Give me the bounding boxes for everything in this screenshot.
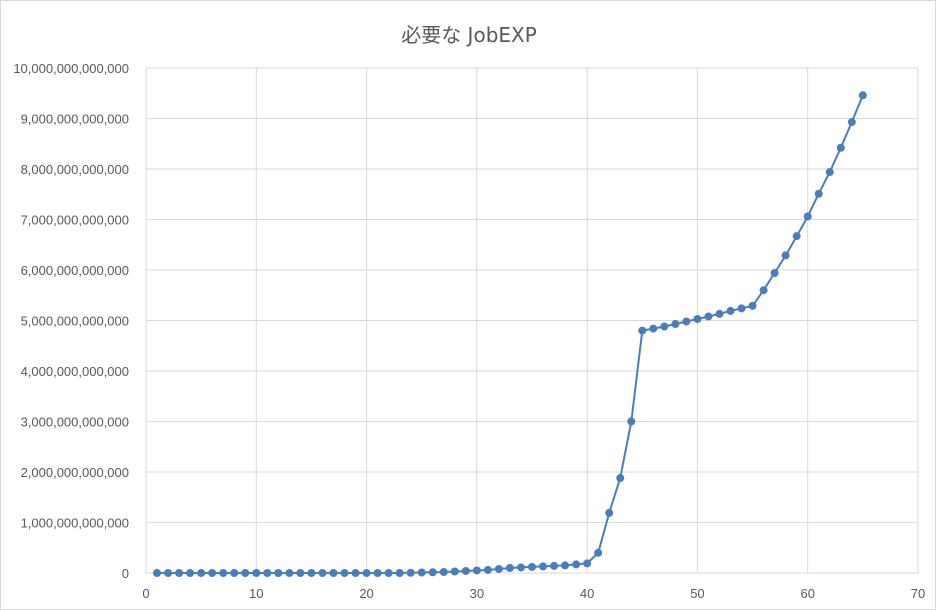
data-point [329,569,338,577]
y-tick-label: 2,000,000,000,000 [21,465,129,480]
data-point [616,474,625,483]
chart-title: 必要な JobEXP [401,23,537,47]
data-point [583,559,592,568]
data-point [274,569,283,577]
data-point [594,548,603,557]
y-tick-label: 0 [122,566,129,581]
x-tick-label: 30 [470,586,484,601]
data-point [186,569,195,577]
data-point [539,562,548,571]
data-point [362,569,371,577]
data-point [153,569,162,577]
data-point [638,326,647,335]
data-point [605,508,614,517]
y-tick-label: 6,000,000,000,000 [21,263,129,278]
y-tick-label: 7,000,000,000,000 [21,213,129,228]
data-point [803,212,812,221]
x-tick-label: 60 [800,586,814,601]
y-tick-label: 3,000,000,000,000 [21,415,129,430]
data-point [770,269,779,278]
data-point [219,569,228,577]
data-point [516,563,525,572]
data-point [737,304,746,313]
data-point [693,314,702,323]
data-point [671,320,680,329]
data-point [627,417,636,426]
data-point [781,251,790,260]
data-point [340,569,349,577]
x-tick-label: 0 [142,586,149,601]
data-point [550,561,559,570]
x-tick-label: 40 [580,586,594,601]
data-point [649,324,658,333]
data-point [494,564,503,573]
y-tick-label: 1,000,000,000,000 [21,516,129,531]
y-tick-label: 9,000,000,000,000 [21,112,129,127]
data-point [230,569,239,577]
data-point [528,562,536,571]
y-tick-label: 8,000,000,000,000 [21,162,129,177]
data-point [472,566,481,575]
data-point [748,301,757,310]
data-point [197,569,206,577]
y-tick-label: 10,000,000,000,000 [13,61,129,76]
x-tick-label: 10 [249,586,263,601]
data-point [715,309,724,318]
data-point [164,569,173,577]
data-point [373,569,382,577]
data-point [682,317,691,326]
data-point [384,569,393,577]
data-point [307,569,316,577]
data-point [208,569,217,577]
data-point [406,568,415,577]
data-point [439,567,448,576]
data-point [726,306,735,315]
data-point [572,560,581,569]
data-point [483,565,492,574]
series-line [157,94,864,574]
x-tick-label: 70 [911,586,925,601]
data-point [395,569,404,577]
data-point [461,566,470,575]
y-tick-label: 5,000,000,000,000 [21,314,129,329]
data-point [175,569,184,577]
x-tick-label: 20 [359,586,373,601]
y-tick-label: 4,000,000,000,000 [21,364,129,379]
data-point [814,189,823,198]
data-point [351,569,360,577]
data-point [285,569,294,577]
data-point [318,569,327,577]
data-point [252,569,261,577]
data-point [241,569,250,577]
data-point [417,568,426,577]
data-point [704,312,713,321]
data-point [825,168,834,177]
data-point [296,569,305,577]
data-point [561,561,570,570]
data-point [858,91,867,100]
data-point [660,322,669,331]
data-point [759,286,768,295]
data-point [836,143,845,152]
x-tick-label: 50 [690,586,704,601]
data-point [450,567,459,576]
data-point [792,232,801,241]
data-point [505,563,514,572]
data-point [263,569,272,577]
data-point [847,118,856,127]
data-point [428,568,437,577]
